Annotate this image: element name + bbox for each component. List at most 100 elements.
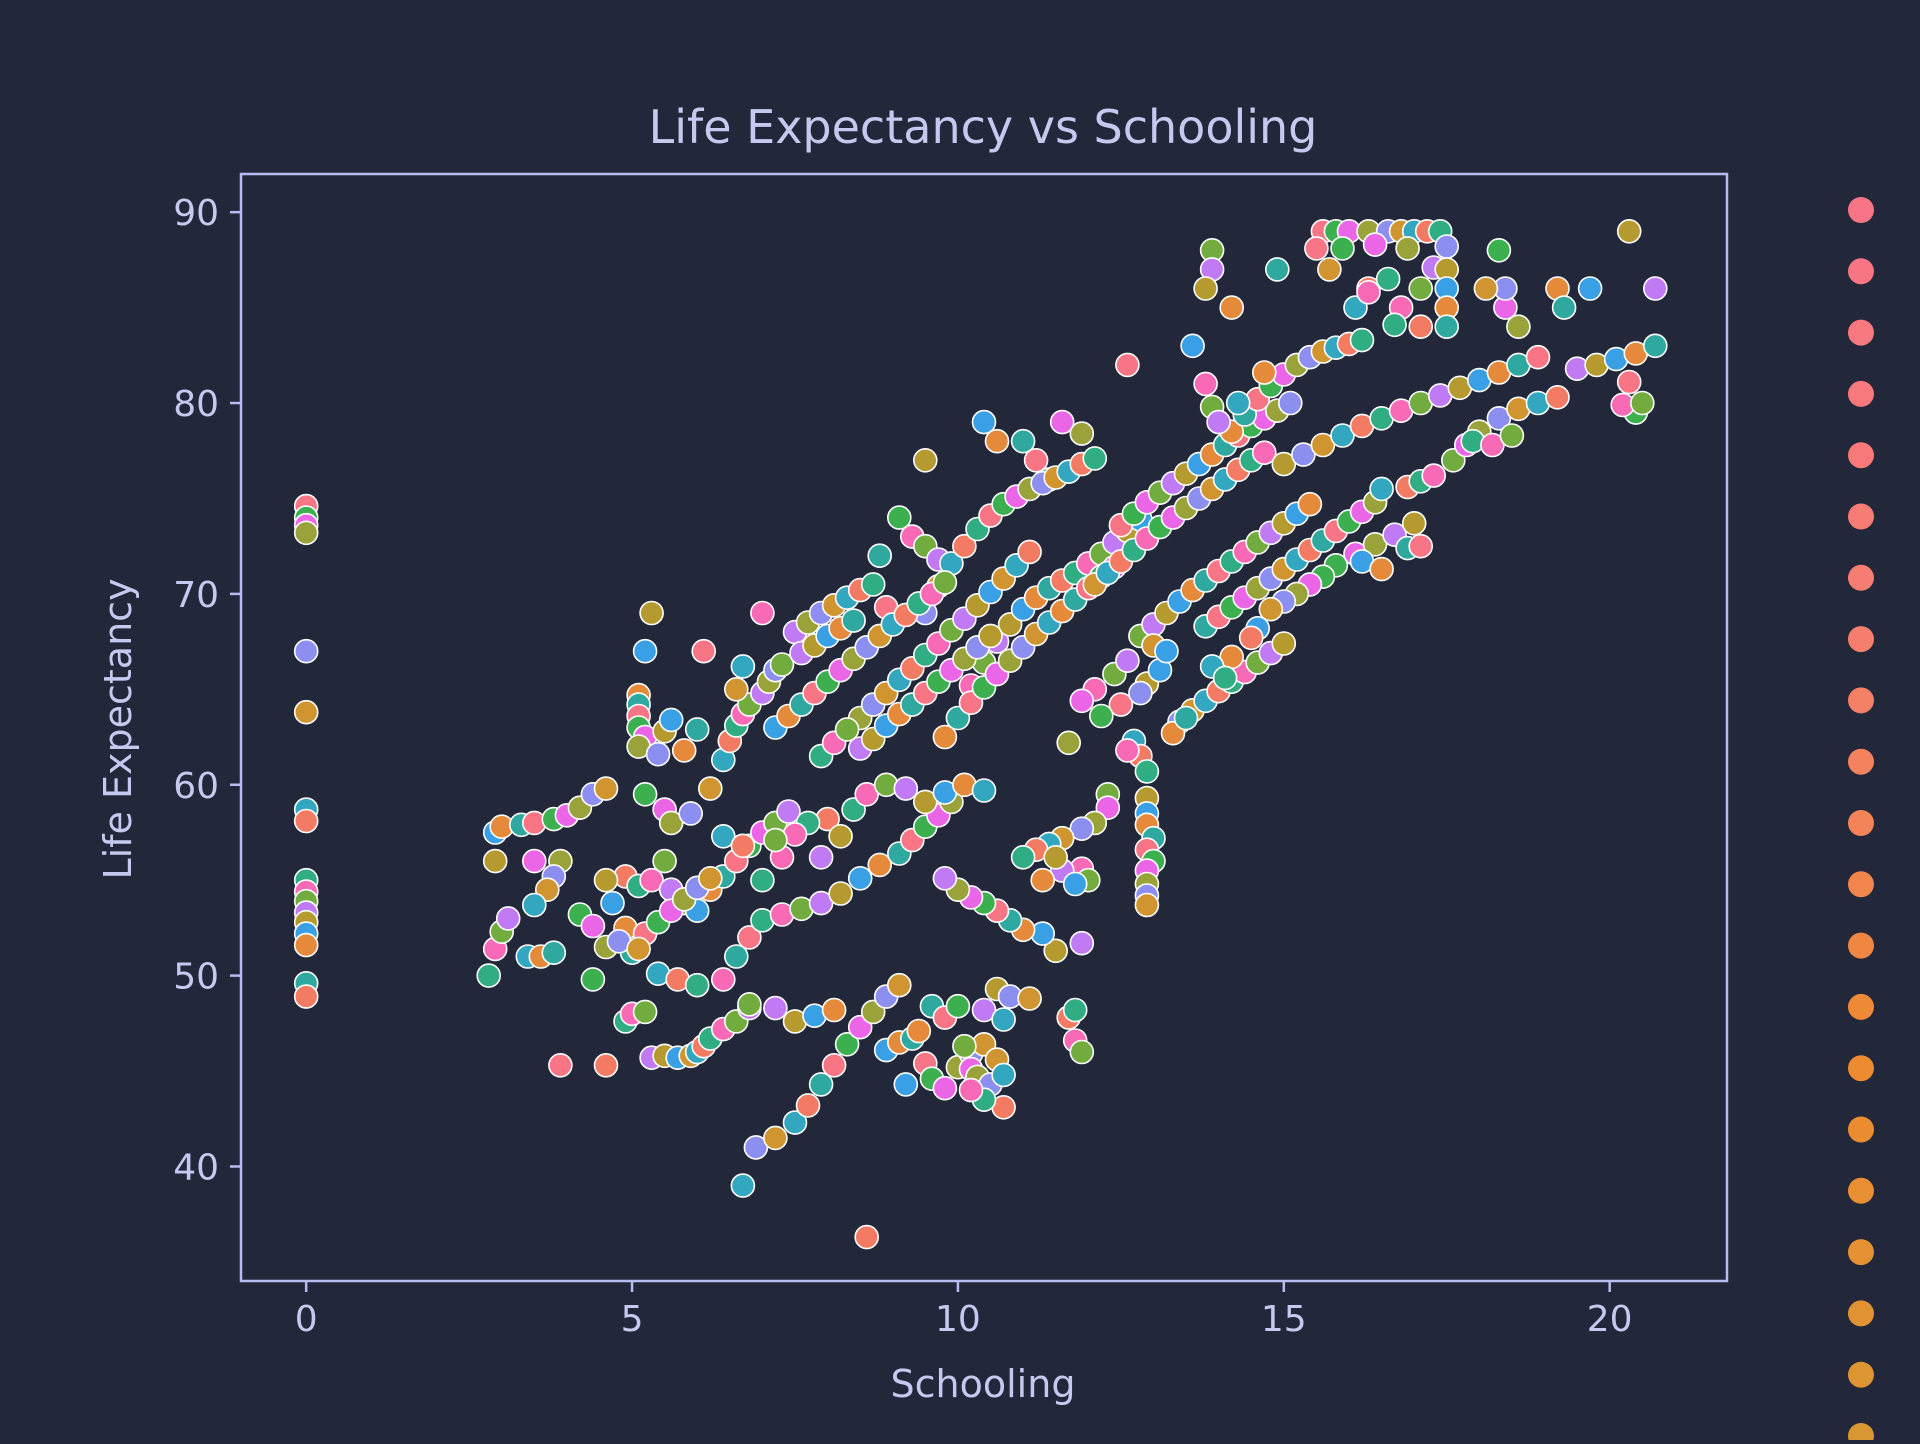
legend-swatch — [1848, 503, 1874, 530]
data-point — [750, 867, 775, 893]
data-point — [1062, 871, 1088, 897]
data-point — [521, 848, 547, 874]
y-axis-label: Life Expectancy — [96, 578, 140, 879]
data-point — [521, 892, 547, 918]
y-tick-label: 50 — [173, 957, 219, 998]
data-point — [671, 738, 697, 763]
data-point — [763, 995, 788, 1021]
data-point — [1043, 938, 1068, 964]
data-point — [737, 925, 762, 950]
data-point — [639, 867, 664, 893]
legend-swatch — [1848, 197, 1874, 223]
data-point — [1408, 533, 1433, 559]
data-point — [1271, 451, 1297, 477]
data-point — [626, 936, 651, 962]
data-point — [906, 1018, 932, 1044]
data-point — [1219, 295, 1244, 320]
y-tick-label: 80 — [173, 384, 219, 425]
data-point — [828, 881, 853, 906]
legend-swatch — [1848, 1177, 1874, 1204]
data-point — [821, 997, 847, 1023]
data-point — [1069, 688, 1095, 714]
data-point — [1408, 314, 1433, 340]
data-point — [1408, 276, 1433, 301]
data-point — [763, 1125, 788, 1151]
data-point — [1630, 390, 1655, 416]
data-point — [697, 865, 723, 891]
data-point — [808, 890, 834, 916]
data-point — [652, 848, 677, 874]
data-point — [750, 600, 775, 626]
data-point — [1616, 219, 1642, 244]
x-axis-ticks: 0 5 10 15 20 — [295, 1281, 1633, 1340]
data-point — [1297, 491, 1323, 517]
data-point — [808, 844, 834, 870]
data-point — [1317, 257, 1342, 282]
data-point — [1030, 867, 1055, 893]
data-point — [821, 1053, 847, 1078]
data-point — [1225, 390, 1251, 416]
data-point — [678, 801, 704, 826]
data-point — [932, 724, 958, 750]
data-point — [1486, 405, 1512, 431]
data-point — [932, 1075, 958, 1101]
y-tick-label: 60 — [173, 766, 219, 807]
data-point — [639, 600, 664, 626]
data-point — [1480, 432, 1505, 458]
legend-swatch — [1848, 626, 1874, 653]
data-point — [893, 776, 919, 801]
data-point — [808, 1072, 834, 1097]
data-point — [1173, 705, 1199, 731]
data-point — [1043, 844, 1068, 870]
data-point — [1434, 234, 1459, 259]
data-point — [834, 1032, 860, 1057]
data-point — [1271, 631, 1297, 656]
data-point — [1134, 892, 1160, 918]
data-point — [854, 1224, 880, 1250]
data-point — [971, 778, 997, 803]
data-point — [1056, 730, 1081, 756]
data-point — [991, 1007, 1016, 1032]
y-tick-label: 70 — [173, 575, 219, 616]
x-tick-label: 0 — [295, 1299, 318, 1340]
data-point — [867, 852, 893, 878]
data-point — [932, 570, 958, 595]
data-point — [971, 997, 997, 1023]
data-point — [1362, 531, 1388, 557]
legend — [1848, 197, 1874, 1444]
plot-area-frame — [239, 172, 1729, 1283]
data-point — [1330, 423, 1355, 448]
data-point — [1434, 314, 1459, 340]
data-point — [691, 638, 717, 664]
data-point — [1506, 314, 1531, 340]
x-tick-label: 20 — [1587, 1299, 1633, 1340]
data-point — [632, 781, 658, 807]
data-point — [952, 533, 977, 559]
data-point — [847, 865, 873, 891]
data-point — [763, 827, 788, 853]
data-point — [1212, 665, 1238, 691]
data-point — [834, 717, 860, 742]
data-point — [697, 776, 723, 801]
legend-swatch — [1848, 810, 1874, 836]
data-point — [886, 972, 912, 998]
data-point — [1486, 238, 1512, 263]
data-point — [1017, 539, 1042, 565]
data-point — [1010, 844, 1036, 870]
data-point — [1291, 442, 1316, 467]
data-point — [1089, 703, 1114, 729]
legend-swatch — [1848, 932, 1874, 959]
data-point — [1128, 680, 1153, 706]
x-tick-label: 5 — [621, 1299, 644, 1340]
data-point — [1069, 816, 1095, 842]
data-point — [593, 867, 619, 893]
data-point — [912, 789, 938, 815]
x-axis-label: Schooling — [891, 1362, 1076, 1406]
data-point — [1362, 232, 1388, 257]
data-point — [776, 799, 801, 824]
data-point — [1252, 360, 1277, 385]
data-point — [723, 944, 749, 969]
data-point — [1258, 596, 1284, 622]
